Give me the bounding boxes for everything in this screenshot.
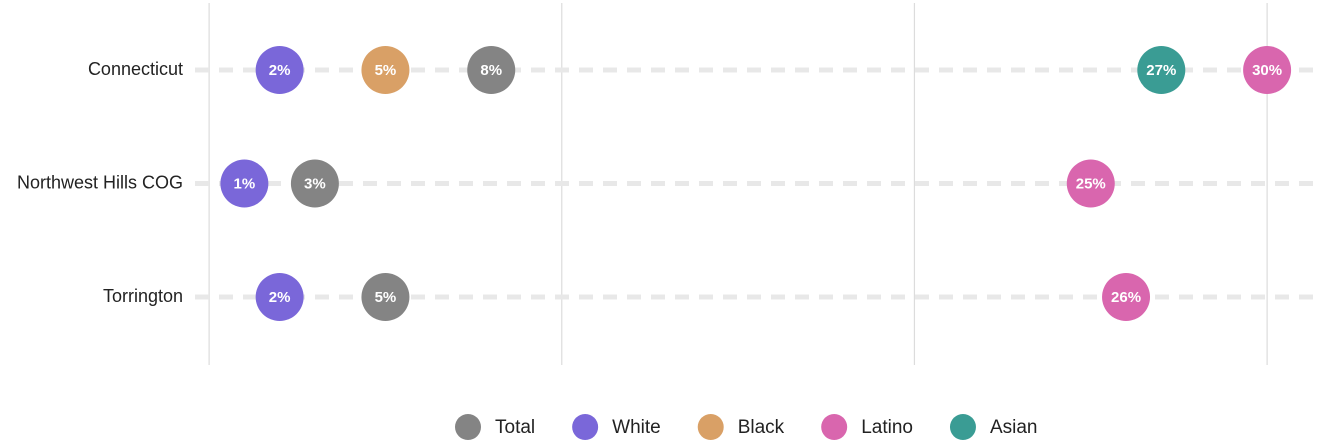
legend-swatch — [821, 414, 848, 440]
dot — [1243, 46, 1292, 94]
value-label: 30% — [1252, 62, 1282, 79]
legend-swatch — [949, 414, 976, 440]
value-label: 1% — [234, 175, 256, 192]
dot — [255, 273, 304, 321]
value-label: 26% — [1111, 289, 1141, 306]
legend-label: Black — [738, 417, 785, 438]
dot — [220, 159, 269, 208]
dot — [1066, 159, 1115, 208]
dot — [467, 46, 516, 94]
legend-label: Total — [495, 417, 535, 438]
value-label: 3% — [304, 175, 326, 192]
legend-label: Latino — [861, 417, 913, 438]
value-label: 5% — [375, 289, 397, 306]
legend-swatch — [697, 414, 724, 440]
legend-swatch — [455, 414, 481, 440]
legend-swatch — [572, 414, 599, 440]
dot — [1102, 273, 1151, 321]
value-label: 5% — [375, 62, 397, 79]
dot — [361, 273, 410, 321]
value-label: 2% — [269, 62, 291, 79]
dot — [361, 46, 410, 94]
category-label: Torrington — [103, 286, 183, 306]
value-label: 2% — [269, 289, 291, 306]
dot — [255, 46, 304, 94]
value-label: 25% — [1076, 175, 1106, 192]
legend-label: Asian — [990, 417, 1038, 438]
category-label: Connecticut — [88, 59, 183, 79]
dot — [290, 159, 339, 208]
value-label: 27% — [1146, 62, 1176, 79]
legend-label: White — [612, 417, 661, 438]
value-label: 8% — [480, 62, 502, 79]
category-label: Northwest Hills COG — [17, 172, 183, 192]
dot — [1137, 46, 1186, 94]
